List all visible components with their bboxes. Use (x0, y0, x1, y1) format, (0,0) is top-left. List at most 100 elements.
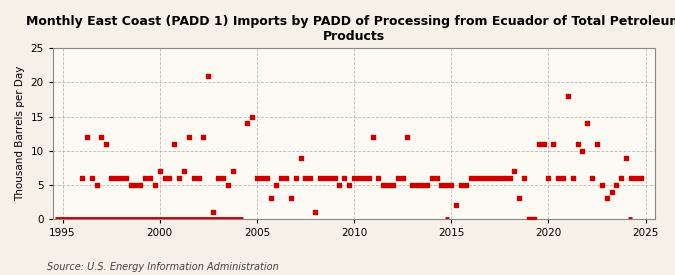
Point (416, 183, 427, 187)
Point (387, 183, 398, 187)
Point (96, 135, 107, 139)
Point (358, 176, 369, 180)
Point (281, 176, 292, 180)
Point (436, 183, 447, 187)
Point (135, 183, 146, 187)
Point (582, 121, 593, 126)
Point (378, 183, 389, 187)
Point (125, 183, 136, 187)
Point (256, 176, 267, 180)
Point (601, 196, 612, 201)
Point (213, 176, 223, 180)
Point (310, 210, 321, 214)
Point (421, 183, 432, 187)
Point (120, 176, 131, 180)
Point (164, 176, 175, 180)
Point (271, 183, 281, 187)
Point (266, 196, 277, 201)
Point (567, 176, 578, 180)
Point (402, 135, 413, 139)
Point (198, 135, 209, 139)
Point (412, 183, 423, 187)
Point (494, 176, 505, 180)
Point (173, 176, 184, 180)
Point (475, 176, 486, 180)
Point (91, 183, 102, 187)
Point (203, 73, 214, 78)
Point (548, 142, 559, 146)
Point (354, 176, 364, 180)
Text: Source: U.S. Energy Information Administration: Source: U.S. Energy Information Administ… (47, 262, 279, 271)
Point (319, 176, 330, 180)
Point (290, 176, 301, 180)
Point (558, 176, 568, 180)
Point (227, 169, 238, 174)
Point (179, 169, 190, 174)
Point (339, 176, 350, 180)
Point (155, 169, 165, 174)
Point (591, 142, 602, 146)
Point (261, 176, 272, 180)
Point (193, 176, 204, 180)
Point (305, 176, 316, 180)
Point (82, 135, 92, 139)
Point (140, 176, 151, 180)
Point (286, 196, 296, 201)
Point (252, 176, 263, 180)
Point (470, 176, 481, 180)
Point (518, 176, 529, 180)
Point (480, 176, 491, 180)
Point (538, 142, 549, 146)
Point (577, 148, 588, 153)
Point (217, 176, 228, 180)
Point (106, 176, 117, 180)
Point (246, 114, 257, 119)
Point (630, 176, 641, 180)
Point (392, 176, 403, 180)
Point (363, 176, 374, 180)
Point (635, 176, 646, 180)
Point (188, 176, 199, 180)
Point (524, 217, 535, 221)
Point (553, 176, 564, 180)
Point (597, 183, 608, 187)
Point (606, 189, 617, 194)
Point (325, 176, 335, 180)
Point (149, 183, 160, 187)
Point (101, 142, 111, 146)
Point (456, 183, 466, 187)
Point (509, 169, 520, 174)
Point (329, 176, 340, 180)
Point (465, 176, 476, 180)
Point (543, 176, 554, 180)
Point (76, 176, 87, 180)
Point (368, 135, 379, 139)
Point (86, 176, 97, 180)
Point (514, 196, 524, 201)
Point (460, 183, 471, 187)
Point (446, 183, 456, 187)
Point (115, 176, 126, 180)
Point (295, 155, 306, 160)
Title: Monthly East Coast (PADD 1) Imports by PADD of Processing from Ecuador of Total : Monthly East Coast (PADD 1) Imports by P… (26, 15, 675, 43)
Point (611, 183, 622, 187)
Point (485, 176, 495, 180)
Point (407, 183, 418, 187)
Point (533, 142, 544, 146)
Point (427, 176, 437, 180)
Point (349, 176, 360, 180)
Point (242, 121, 252, 126)
Point (208, 210, 219, 214)
Point (431, 176, 442, 180)
Point (529, 217, 539, 221)
Point (500, 176, 510, 180)
Point (587, 176, 597, 180)
Point (451, 203, 462, 208)
Point (184, 135, 194, 139)
Point (562, 94, 573, 98)
Point (344, 183, 354, 187)
Point (504, 176, 515, 180)
Point (621, 155, 632, 160)
Point (616, 176, 626, 180)
Point (373, 176, 383, 180)
